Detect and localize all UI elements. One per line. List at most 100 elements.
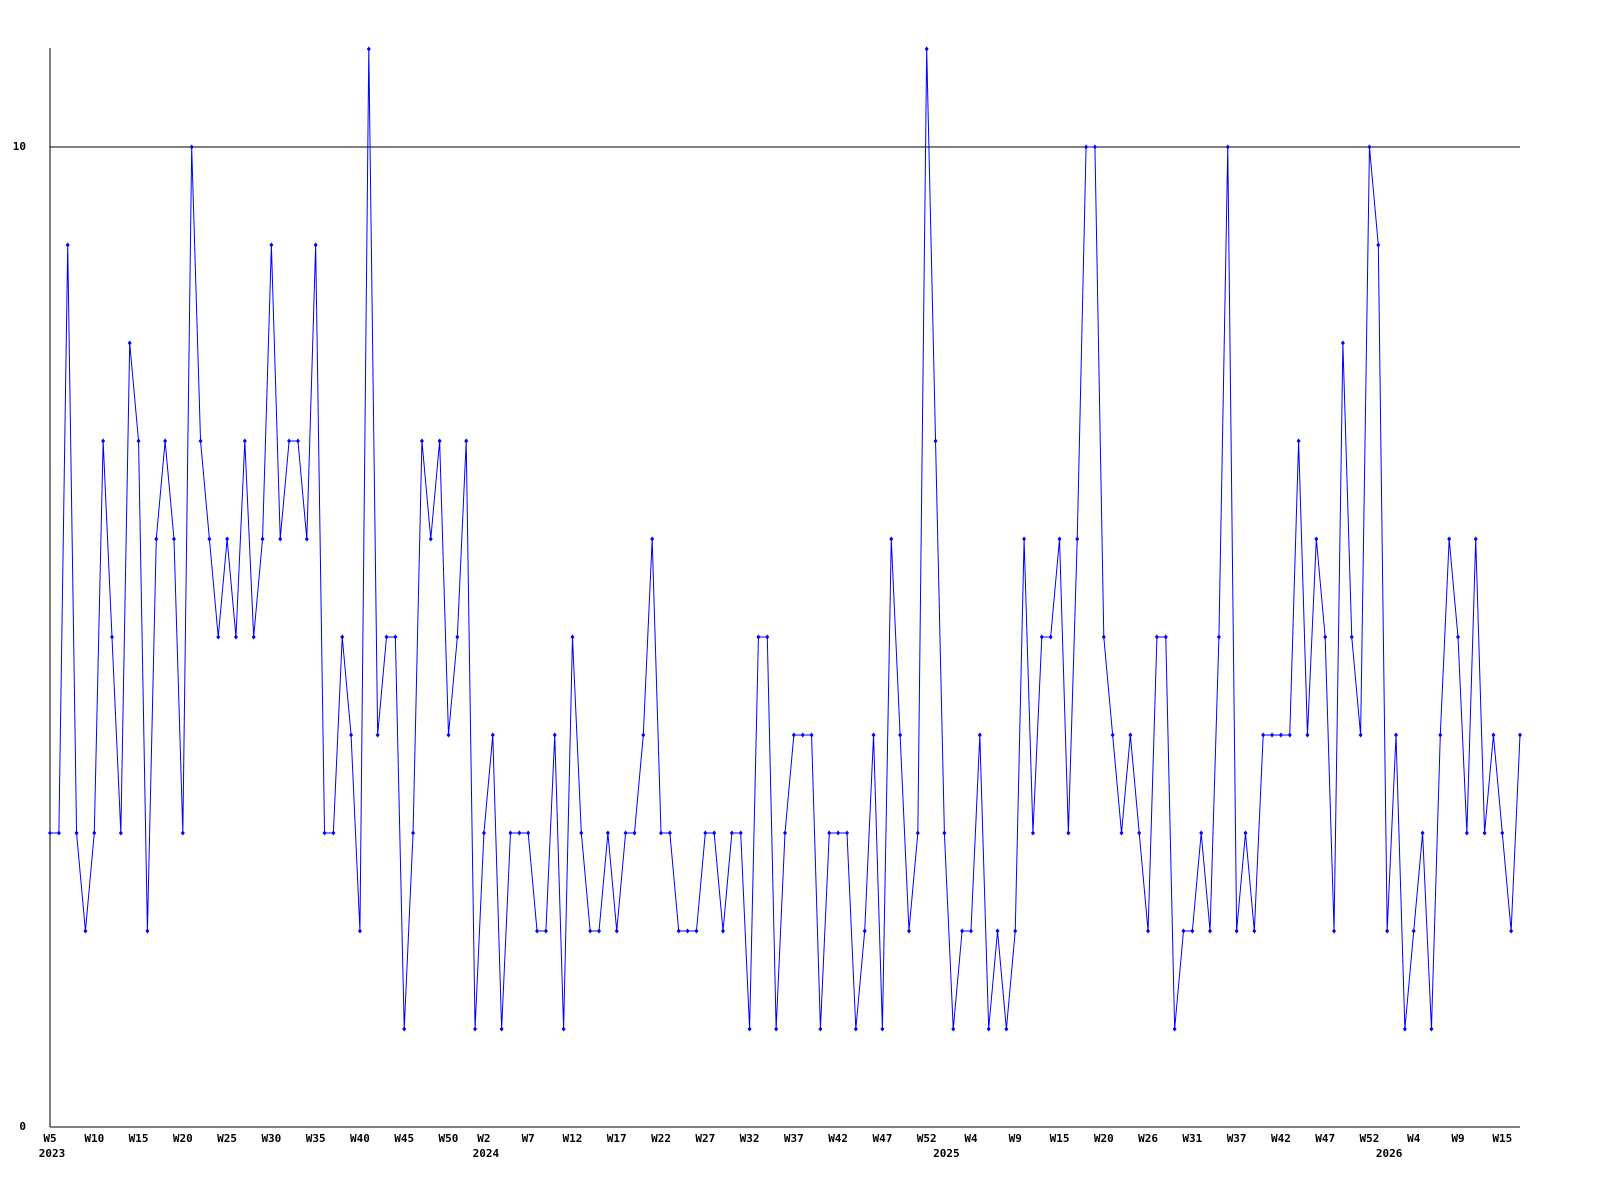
point: [1119, 830, 1124, 836]
point: [712, 830, 717, 836]
point: [968, 928, 973, 934]
point: [951, 1026, 956, 1032]
point: [1500, 830, 1505, 836]
x-tick-label: W47: [1315, 1132, 1335, 1145]
point: [508, 830, 513, 836]
point: [809, 732, 814, 738]
x-tick-label: W9: [1451, 1132, 1464, 1145]
point: [1243, 830, 1248, 836]
point: [1110, 732, 1115, 738]
point: [1137, 830, 1142, 836]
point: [384, 634, 389, 640]
point: [109, 634, 114, 640]
point: [428, 536, 433, 542]
x-tick-label: W32: [740, 1132, 760, 1145]
x-tick-label: W37: [1227, 1132, 1247, 1145]
point: [605, 830, 610, 836]
point: [393, 634, 398, 640]
point: [1057, 536, 1062, 542]
point: [1305, 732, 1310, 738]
point: [145, 928, 150, 934]
point: [419, 438, 424, 444]
point: [1039, 634, 1044, 640]
point: [331, 830, 336, 836]
point: [1154, 634, 1159, 640]
x-tick-label: W26: [1138, 1132, 1158, 1145]
point: [1101, 634, 1106, 640]
point: [127, 340, 132, 346]
point: [650, 536, 655, 542]
point: [986, 1026, 991, 1032]
point: [659, 830, 664, 836]
point: [1261, 732, 1266, 738]
point: [747, 1026, 752, 1032]
point: [242, 438, 247, 444]
point: [818, 1026, 823, 1032]
x-tick-label: W42: [1271, 1132, 1291, 1145]
point: [1509, 928, 1514, 934]
x-tick-label: W15: [129, 1132, 149, 1145]
point: [1411, 928, 1416, 934]
point: [543, 928, 548, 934]
point: [1482, 830, 1487, 836]
x-year-label: 2023: [39, 1147, 66, 1160]
point: [1181, 928, 1186, 934]
point: [48, 830, 52, 836]
point: [1004, 1026, 1009, 1032]
x-tick-label: W31: [1182, 1132, 1202, 1145]
x-tick-label: W20: [1094, 1132, 1114, 1145]
x-tick-label: W40: [350, 1132, 370, 1145]
point: [898, 732, 903, 738]
x-tick-label: W20: [173, 1132, 193, 1145]
point: [357, 928, 362, 934]
point: [924, 46, 929, 52]
point: [65, 242, 70, 248]
point: [800, 732, 805, 738]
point: [92, 830, 97, 836]
point: [180, 830, 185, 836]
line: [50, 48, 1521, 1030]
point: [721, 928, 726, 934]
point: [1420, 830, 1425, 836]
x-tick-label: W47: [872, 1132, 892, 1145]
point: [1429, 1026, 1434, 1032]
point: [1252, 928, 1257, 934]
y-tick-label: 0: [19, 1120, 26, 1133]
point: [933, 438, 938, 444]
x-tick-label: W30: [261, 1132, 281, 1145]
point: [1323, 634, 1328, 640]
point: [1092, 144, 1097, 150]
point: [340, 634, 345, 640]
point: [1022, 536, 1027, 542]
point: [189, 144, 194, 150]
point: [1385, 928, 1390, 934]
x-tick-label: W10: [84, 1132, 104, 1145]
point: [995, 928, 1000, 934]
point: [287, 438, 292, 444]
point: [349, 732, 354, 738]
point: [1278, 732, 1283, 738]
point: [1314, 536, 1319, 542]
x-tick-label: W15: [1492, 1132, 1512, 1145]
point: [791, 732, 796, 738]
point: [1358, 732, 1363, 738]
point: [977, 732, 982, 738]
point: [597, 928, 602, 934]
point: [836, 830, 841, 836]
point: [588, 928, 593, 934]
point: [163, 438, 168, 444]
point: [313, 242, 318, 248]
point: [83, 928, 88, 934]
x-year-label: 2025: [933, 1147, 960, 1160]
point: [1128, 732, 1133, 738]
point: [756, 634, 761, 640]
point: [1084, 144, 1089, 150]
point: [233, 634, 238, 640]
point: [1340, 340, 1345, 346]
point: [1367, 144, 1372, 150]
point: [295, 438, 300, 444]
x-year-label: 2026: [1376, 1147, 1403, 1160]
point: [101, 438, 106, 444]
